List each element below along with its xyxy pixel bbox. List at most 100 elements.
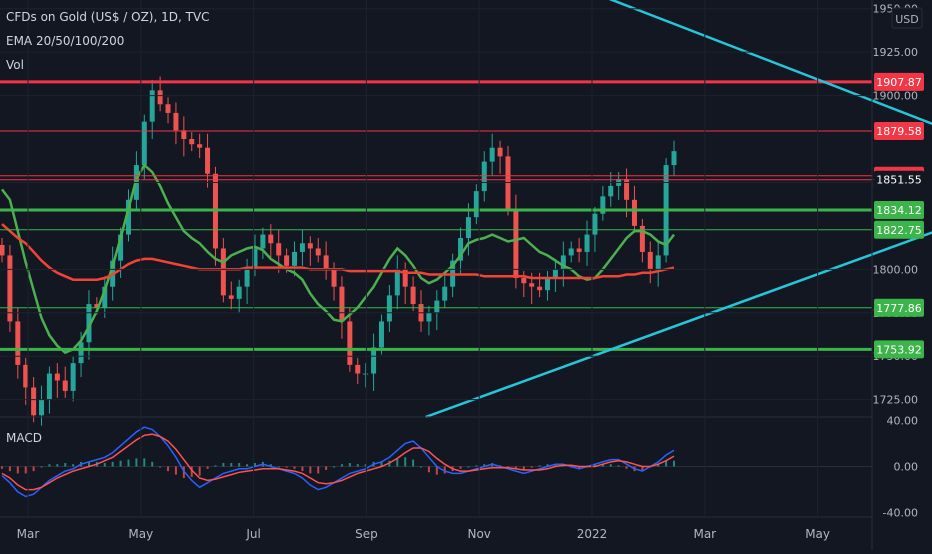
candle-body	[118, 234, 124, 261]
macd-histogram-bar	[467, 466, 470, 468]
candle-body	[465, 217, 471, 239]
candle-body	[276, 243, 282, 256]
time-axis[interactable]: Mar May Jul Sep Nov 2022 Mar May	[17, 0, 830, 541]
macd-histogram-bar	[333, 466, 336, 468]
ema-20-line	[1, 163, 675, 355]
candle-body	[268, 234, 274, 244]
macd-histogram-bar	[198, 466, 201, 476]
macd-panel	[0, 426, 872, 498]
candle-body	[78, 342, 84, 364]
macd-histogram-bar	[269, 464, 272, 467]
candle-body	[244, 269, 250, 287]
macd-histogram-bar	[127, 459, 130, 467]
price-tick-label: 1900.00	[873, 90, 919, 103]
macd-histogram-bar	[427, 466, 430, 473]
volume-indicator-label[interactable]: Vol	[6, 58, 24, 72]
time-tick-label: May	[128, 527, 153, 541]
candle-body	[125, 199, 131, 235]
macd-histogram-bar	[24, 466, 27, 474]
ema-indicator-label[interactable]: EMA 20/50/100/200	[6, 34, 125, 48]
price-tag	[874, 170, 924, 189]
macd-histogram-bar	[348, 463, 351, 467]
price-tick-label: 1925.00	[873, 46, 919, 59]
macd-histogram-bar	[8, 466, 11, 472]
candle-body	[529, 283, 535, 287]
candle-body	[473, 191, 479, 218]
candle-body	[347, 321, 353, 365]
macd-histogram-bar	[443, 466, 446, 474]
price-tag-label: 1907.87	[876, 76, 922, 89]
macd-histogram-bar	[309, 466, 312, 474]
price-tag	[874, 72, 924, 91]
candle-body	[331, 269, 337, 287]
candle-body	[165, 104, 171, 113]
price-tag-label: 1822.75	[876, 224, 922, 237]
macd-histogram-bar	[119, 460, 122, 467]
price-tag-label: 1851.55	[876, 174, 922, 187]
macd-histogram-bar	[514, 466, 517, 469]
candle-body	[608, 185, 614, 197]
macd-histogram-bar	[665, 460, 668, 467]
price-tag	[874, 201, 924, 220]
candle-body	[513, 208, 519, 278]
candle-body	[402, 269, 408, 287]
candle-body	[94, 304, 100, 308]
candle-body	[442, 286, 448, 301]
price-tag	[874, 122, 924, 141]
macd-signal-line	[1, 433, 675, 491]
candle-body	[481, 161, 487, 192]
macd-tick-label: 0.00	[894, 461, 919, 474]
candle-body	[426, 312, 432, 322]
candle-body	[252, 248, 258, 270]
macd-histogram-bar	[72, 464, 75, 467]
candle-body	[292, 251, 298, 266]
macd-histogram-bar	[601, 464, 604, 467]
price-axis[interactable]: 1950.001925.001900.001850.001800.001775.…	[0, 3, 918, 520]
descending-resistance-trendline[interactable]	[576, 0, 932, 180]
macd-line	[1, 426, 675, 498]
candle-body	[560, 255, 566, 270]
candle-body	[647, 251, 653, 270]
candle-body	[386, 295, 392, 322]
macd-histogram-bar	[530, 466, 533, 468]
macd-histogram-bar	[293, 466, 296, 469]
macd-histogram-bar	[301, 466, 304, 472]
price-tag-label: 1879.58	[876, 125, 922, 138]
macd-histogram-bar	[214, 465, 217, 467]
candle-body	[70, 363, 76, 391]
time-tick-label: May	[805, 527, 830, 541]
price-tag	[874, 220, 924, 239]
time-tick-label: Mar	[693, 527, 716, 541]
candle-body	[355, 364, 361, 374]
macd-tick-label: -40.00	[883, 507, 918, 520]
macd-indicator-label[interactable]: MACD	[6, 431, 42, 445]
price-level-lines[interactable]	[0, 80, 872, 351]
macd-histogram-bar	[380, 461, 383, 467]
time-tick-label: Mar	[17, 527, 40, 541]
macd-histogram-bar	[317, 466, 320, 474]
candle-body	[31, 387, 37, 416]
candle-body	[568, 248, 574, 256]
macd-histogram-bar	[135, 458, 138, 467]
trendlines[interactable]	[425, 0, 932, 419]
macd-histogram-bar	[1, 466, 3, 469]
candle-body	[205, 147, 211, 174]
macd-histogram-bar	[522, 466, 525, 470]
candle-body	[624, 178, 630, 200]
price-tick-label: 1800.00	[873, 263, 919, 276]
macd-histogram-bar	[673, 460, 675, 467]
macd-histogram-bar	[538, 465, 541, 467]
macd-histogram-bar	[412, 459, 415, 467]
macd-histogram-bar	[641, 466, 644, 472]
currency-label: USD	[895, 13, 919, 26]
candle-body	[537, 286, 543, 291]
candle-body	[62, 380, 68, 391]
candle-body	[220, 248, 226, 296]
symbol-title[interactable]: CFDs on Gold (US$ / OZ), 1D, TVC	[6, 10, 210, 24]
ascending-support-trendline[interactable]	[425, 180, 932, 419]
candle-body	[102, 286, 108, 308]
macd-histogram-bar	[190, 466, 193, 477]
macd-histogram-bar	[87, 461, 90, 467]
